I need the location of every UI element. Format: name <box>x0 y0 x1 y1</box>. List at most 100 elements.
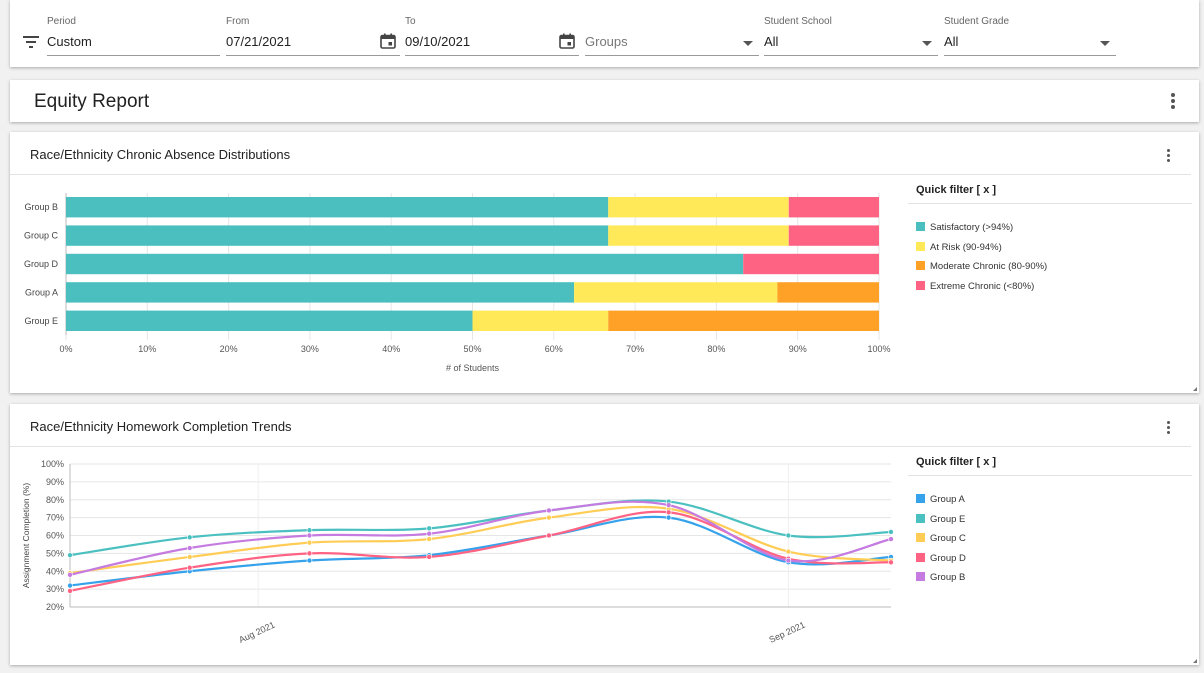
legend-item[interactable]: At Risk (90-94%) <box>916 241 1002 253</box>
legend-label: Extreme Chronic (<80%) <box>930 280 1035 292</box>
absence-bar-chart: 0% 10% 20% 30% 40% 50% 60% 70% 80% 90% 100% Group B… <box>24 193 891 373</box>
legend-swatch <box>916 222 925 231</box>
more-vert-icon[interactable] <box>1166 92 1180 110</box>
student-school-select[interactable]: Student School All <box>764 0 938 56</box>
bar-segment <box>574 282 778 303</box>
period-label: Period <box>47 16 76 27</box>
to-label: To <box>405 16 416 27</box>
series-line <box>69 499 892 557</box>
data-point <box>546 507 552 514</box>
y-tick-label: 80% <box>46 495 64 505</box>
data-point <box>67 552 73 558</box>
y-tick-label: 40% <box>46 566 64 576</box>
bar-segment <box>743 253 879 275</box>
data-point <box>306 527 313 533</box>
legend-item[interactable]: Group D <box>916 552 966 564</box>
x-tick-label: 50% <box>463 344 481 354</box>
quick-filter-clear[interactable]: Quick filter [ x ] <box>916 184 997 196</box>
data-point <box>67 582 73 589</box>
bar-segment <box>608 225 789 246</box>
legend-item[interactable]: Extreme Chronic (<80%) <box>916 280 1035 292</box>
data-point <box>306 550 313 557</box>
legend-item[interactable]: Group C <box>916 533 966 544</box>
data-point <box>888 529 894 535</box>
x-tick-label: 40% <box>382 344 400 354</box>
legend-item[interactable]: Moderate Chronic (80-90%) <box>916 261 1047 272</box>
legend-label: At Risk (90-94%) <box>930 241 1002 253</box>
legend-label: Group B <box>930 572 966 583</box>
more-vert-icon[interactable] <box>1161 149 1175 167</box>
x-tick-label: Sep 2021 <box>768 620 807 645</box>
x-axis-title: # of Students <box>446 363 500 373</box>
legend-label: Satisfactory (>94%) <box>930 222 1014 233</box>
legend-label: Moderate Chronic (80-90%) <box>930 261 1048 272</box>
y-tick-label: 30% <box>46 584 64 594</box>
legend-item[interactable]: Group E <box>916 513 965 525</box>
from-label: From <box>226 16 250 27</box>
bar-segment <box>472 310 609 331</box>
homework-completion-card: Race/Ethnicity Homework Completion Trend… <box>10 404 1199 665</box>
data-point <box>785 532 792 539</box>
series-line <box>69 510 892 592</box>
legend-swatch <box>916 533 925 542</box>
from-date-field[interactable]: From 07/21/2021 <box>226 0 400 56</box>
y-tick-label: Group E <box>24 316 58 326</box>
data-point <box>888 559 894 566</box>
legend-item[interactable]: Group A <box>916 494 965 505</box>
data-point <box>186 564 193 571</box>
dropdown-arrow-icon <box>743 41 753 46</box>
from-date-value: 07/21/2021 <box>226 34 292 49</box>
legend-swatch <box>916 513 925 523</box>
data-point <box>426 536 432 542</box>
legend-label: Group C <box>930 533 966 544</box>
legend-item[interactable]: Satisfactory (>94%) <box>916 222 1013 233</box>
calendar-icon[interactable] <box>380 33 396 49</box>
x-tick-label: 100% <box>867 344 890 354</box>
dropdown-arrow-icon <box>1100 41 1110 46</box>
dropdown-arrow-icon <box>922 41 932 46</box>
groups-placeholder: Groups <box>585 34 628 49</box>
filter-list-icon[interactable] <box>23 36 39 48</box>
legend-swatch <box>916 572 925 581</box>
to-date-field[interactable]: To 09/10/2021 <box>405 0 579 56</box>
quick-filter-clear[interactable]: Quick filter [ x ] <box>916 456 997 468</box>
student-grade-value: All <box>944 34 959 49</box>
card-title: Race/Ethnicity Homework Completion Trend… <box>30 419 292 434</box>
bar-segment <box>66 225 609 246</box>
bar-segment <box>777 282 879 303</box>
bar-segment <box>66 282 575 303</box>
student-grade-select[interactable]: Student Grade All <box>944 0 1116 56</box>
legend-swatch <box>916 261 925 270</box>
data-point <box>785 548 792 555</box>
to-date-value: 09/10/2021 <box>405 34 471 49</box>
bar-segment <box>788 197 879 218</box>
legend-item[interactable]: Group B <box>916 572 965 583</box>
data-point <box>665 502 672 508</box>
student-school-label: Student School <box>764 16 832 27</box>
x-tick-label: 20% <box>220 344 238 354</box>
filter-bar: Period Custom From 07/21/2021 To 09/10/2… <box>10 0 1199 67</box>
y-tick-label: Group B <box>24 202 58 212</box>
student-school-value: All <box>764 34 779 49</box>
data-point <box>426 530 432 537</box>
data-point <box>665 514 672 521</box>
data-point <box>546 514 552 521</box>
data-point <box>546 532 552 539</box>
page-title: Equity Report <box>34 91 150 112</box>
bar-segment <box>608 197 789 218</box>
groups-select[interactable]: Groups <box>585 0 759 56</box>
period-select[interactable]: Period Custom <box>47 0 220 56</box>
y-tick-label: 20% <box>46 602 64 612</box>
more-vert-icon[interactable] <box>1161 421 1175 439</box>
page-title-bar: Equity Report <box>10 80 1199 122</box>
resize-handle[interactable] <box>1193 659 1197 663</box>
calendar-icon[interactable] <box>559 33 575 49</box>
chronic-absence-card: Race/Ethnicity Chronic Absence Distribut… <box>10 132 1199 393</box>
series-line <box>69 500 892 576</box>
legend-swatch <box>916 552 925 562</box>
y-tick-label: Group C <box>24 231 59 241</box>
data-point <box>186 545 193 551</box>
resize-handle[interactable] <box>1193 387 1197 391</box>
legend-label: Group A <box>930 494 965 505</box>
y-tick-label: 70% <box>46 513 64 523</box>
